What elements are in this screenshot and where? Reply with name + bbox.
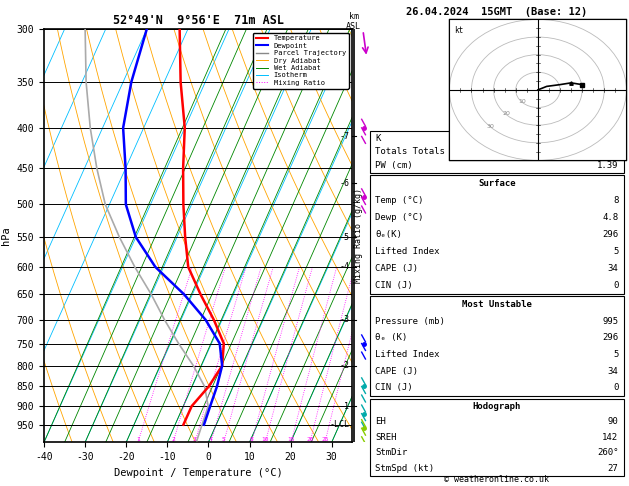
Text: Most Unstable: Most Unstable bbox=[462, 300, 532, 309]
Text: Mixing Ratio (g/kg): Mixing Ratio (g/kg) bbox=[354, 188, 363, 283]
Bar bbox=[370, 399, 624, 476]
Text: Lifted Index: Lifted Index bbox=[376, 247, 440, 256]
Bar bbox=[370, 131, 624, 173]
Text: CIN (J): CIN (J) bbox=[376, 383, 413, 392]
Text: 8: 8 bbox=[250, 437, 253, 442]
Y-axis label: hPa: hPa bbox=[1, 226, 11, 245]
Text: km: km bbox=[349, 12, 359, 21]
Text: 10: 10 bbox=[262, 437, 269, 442]
Text: StmDir: StmDir bbox=[376, 449, 408, 457]
Text: 5: 5 bbox=[613, 350, 618, 359]
Bar bbox=[370, 296, 624, 396]
Bar bbox=[449, 19, 626, 160]
Text: 20: 20 bbox=[306, 437, 314, 442]
Text: 0: 0 bbox=[613, 383, 618, 392]
Text: -7: -7 bbox=[339, 132, 349, 141]
Text: 25: 25 bbox=[321, 437, 329, 442]
Text: 995: 995 bbox=[603, 317, 618, 326]
Text: 296: 296 bbox=[603, 230, 618, 239]
Text: 34: 34 bbox=[608, 366, 618, 376]
Text: 1.39: 1.39 bbox=[597, 161, 618, 170]
Text: Hodograph: Hodograph bbox=[473, 402, 521, 411]
Text: 90: 90 bbox=[608, 417, 618, 426]
Text: 34: 34 bbox=[608, 264, 618, 273]
Text: Surface: Surface bbox=[478, 179, 516, 188]
Text: 21: 21 bbox=[608, 134, 618, 142]
Text: 260°: 260° bbox=[597, 449, 618, 457]
Bar bbox=[370, 175, 624, 294]
Text: Pressure (mb): Pressure (mb) bbox=[376, 317, 445, 326]
Text: EH: EH bbox=[376, 417, 386, 426]
Text: Totals Totals: Totals Totals bbox=[376, 147, 445, 156]
Text: 5: 5 bbox=[222, 437, 226, 442]
Text: 8: 8 bbox=[613, 196, 618, 205]
Text: 142: 142 bbox=[603, 433, 618, 442]
Text: Lifted Index: Lifted Index bbox=[376, 350, 440, 359]
Text: -4: -4 bbox=[339, 262, 349, 272]
Text: StmSpd (kt): StmSpd (kt) bbox=[376, 464, 435, 473]
Text: θₑ (K): θₑ (K) bbox=[376, 333, 408, 343]
Text: 2: 2 bbox=[171, 437, 175, 442]
Text: -5: -5 bbox=[339, 233, 349, 242]
Text: PW (cm): PW (cm) bbox=[376, 161, 413, 170]
Text: 3: 3 bbox=[193, 437, 197, 442]
Text: -6: -6 bbox=[339, 179, 349, 188]
Text: 4: 4 bbox=[209, 437, 213, 442]
X-axis label: Dewpoint / Temperature (°C): Dewpoint / Temperature (°C) bbox=[114, 468, 282, 478]
Text: K: K bbox=[376, 134, 381, 142]
Text: 48: 48 bbox=[608, 147, 618, 156]
Text: CAPE (J): CAPE (J) bbox=[376, 264, 418, 273]
Text: 0: 0 bbox=[613, 281, 618, 290]
Text: -LCL: -LCL bbox=[329, 420, 349, 429]
Text: θₑ(K): θₑ(K) bbox=[376, 230, 403, 239]
Text: 296: 296 bbox=[603, 333, 618, 343]
Text: Dewp (°C): Dewp (°C) bbox=[376, 213, 424, 222]
Text: © weatheronline.co.uk: © weatheronline.co.uk bbox=[445, 474, 549, 484]
Text: -2: -2 bbox=[339, 361, 349, 370]
Text: Temp (°C): Temp (°C) bbox=[376, 196, 424, 205]
Title: 52°49'N  9°56'E  71m ASL: 52°49'N 9°56'E 71m ASL bbox=[113, 14, 284, 27]
Text: CAPE (J): CAPE (J) bbox=[376, 366, 418, 376]
Text: 26.04.2024  15GMT  (Base: 12): 26.04.2024 15GMT (Base: 12) bbox=[406, 7, 587, 17]
Text: 27: 27 bbox=[608, 464, 618, 473]
Text: CIN (J): CIN (J) bbox=[376, 281, 413, 290]
Text: 5: 5 bbox=[613, 247, 618, 256]
Text: SREH: SREH bbox=[376, 433, 397, 442]
Text: -1: -1 bbox=[339, 401, 349, 411]
Text: 4.8: 4.8 bbox=[603, 213, 618, 222]
Text: 15: 15 bbox=[287, 437, 295, 442]
Text: 1: 1 bbox=[136, 437, 140, 442]
Legend: Temperature, Dewpoint, Parcel Trajectory, Dry Adiabat, Wet Adiabat, Isotherm, Mi: Temperature, Dewpoint, Parcel Trajectory… bbox=[253, 33, 348, 88]
Text: ASL: ASL bbox=[347, 22, 361, 31]
Text: -3: -3 bbox=[339, 315, 349, 324]
